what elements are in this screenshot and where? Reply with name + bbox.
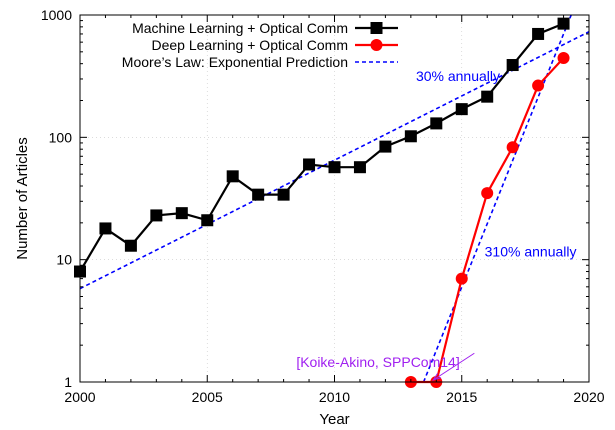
- circle-marker: [506, 141, 519, 154]
- axis-ticks: [79, 14, 590, 383]
- square-marker: [481, 90, 494, 103]
- square-marker: [201, 214, 214, 227]
- circle-marker: [557, 52, 570, 65]
- circle-marker: [455, 272, 468, 285]
- annotation-text: 310% annually: [485, 244, 577, 260]
- square-marker: [455, 103, 468, 116]
- square-marker: [252, 188, 265, 201]
- series-group: [74, 17, 570, 278]
- square-marker: [328, 161, 341, 174]
- x-tick-label: 2015: [446, 389, 477, 405]
- legend-label: Deep Learning + Optical Comm: [152, 37, 349, 53]
- series-group: [404, 52, 570, 388]
- tick-labels: 2000 2005 2010 2015 2020 1 10 100 1000: [41, 7, 605, 405]
- x-axis-title: Year: [319, 411, 349, 428]
- square-marker: [532, 27, 545, 40]
- square-marker: [226, 170, 239, 183]
- circle-marker: [532, 79, 545, 92]
- y-tick-label: 100: [49, 129, 73, 145]
- square-marker: [150, 209, 163, 222]
- square-marker: [353, 161, 366, 174]
- square-marker: [99, 222, 112, 235]
- square-marker: [557, 17, 570, 30]
- y-axis-title: Number of Articles: [14, 137, 31, 260]
- grid: [80, 15, 589, 382]
- y-tick-label: 1: [64, 374, 72, 390]
- square-marker: [124, 239, 137, 252]
- series-layer: [74, 15, 589, 388]
- y-tick-label: 10: [56, 252, 72, 268]
- x-tick-label: 2010: [319, 389, 350, 405]
- square-marker: [506, 59, 519, 72]
- square-marker: [277, 188, 290, 201]
- square-marker: [430, 117, 443, 130]
- annotation-text: [Koike-Akino, SPPCom14]: [296, 354, 459, 370]
- circle-marker: [481, 187, 494, 200]
- annotation-arrowhead: [432, 373, 442, 381]
- square-marker: [175, 207, 188, 220]
- legend-label: Machine Learning + Optical Comm: [132, 20, 348, 36]
- x-tick-label: 2020: [573, 389, 604, 405]
- square-marker: [370, 22, 383, 34]
- x-tick-label: 2005: [192, 389, 223, 405]
- square-marker: [379, 140, 392, 153]
- legend-label: Moore’s Law: Exponential Prediction: [122, 54, 348, 70]
- x-tick-label: 2000: [64, 389, 95, 405]
- annotation-text: 30% annually: [416, 68, 500, 84]
- circle-marker: [370, 39, 383, 51]
- square-marker: [404, 130, 417, 143]
- y-tick-label: 1000: [41, 7, 72, 23]
- annotation-arrow: [433, 352, 475, 381]
- series-line: [410, 57, 565, 384]
- annotations: 30% annually 310% annually [Koike-Akino, S…: [296, 68, 577, 381]
- square-marker: [303, 158, 316, 171]
